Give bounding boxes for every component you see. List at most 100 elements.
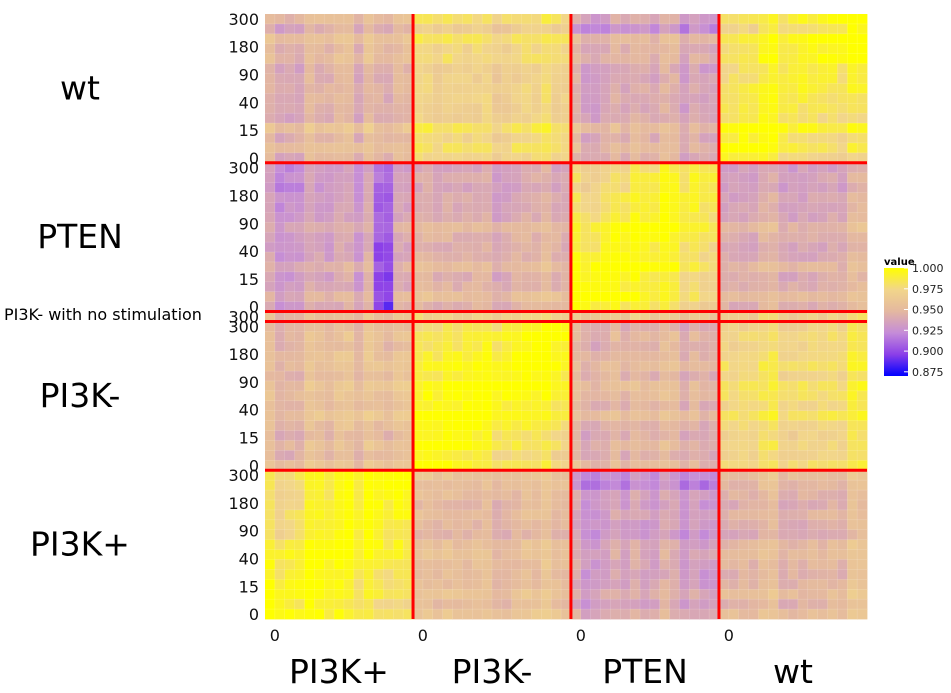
heatmap-cell <box>679 162 690 174</box>
heatmap-cell <box>304 480 315 491</box>
heatmap-cell <box>472 133 483 144</box>
heatmap-cell <box>324 202 335 213</box>
heatmap-cell <box>442 232 453 243</box>
heatmap-cell <box>768 63 779 74</box>
heatmap-cell <box>422 142 434 154</box>
heatmap-cell <box>413 410 424 422</box>
heatmap-cell <box>343 291 355 303</box>
heatmap-cell <box>442 549 453 560</box>
heatmap-cell <box>501 43 513 55</box>
heatmap-cell <box>373 371 384 382</box>
heatmap-cell <box>343 390 355 402</box>
heatmap-cell <box>768 331 779 342</box>
heatmap-cell <box>393 162 404 174</box>
heatmap-cell <box>718 212 730 223</box>
heatmap-cell <box>610 321 621 332</box>
heatmap-cell <box>659 23 671 35</box>
heatmap-cell <box>689 410 700 422</box>
heatmap-cell <box>393 311 404 322</box>
heatmap-cell <box>284 480 296 491</box>
heatmap-cell <box>294 103 305 114</box>
heatmap-cell <box>521 430 532 441</box>
heatmap-cell <box>353 400 365 412</box>
heatmap-cell <box>324 460 335 471</box>
heatmap-cell <box>334 73 345 84</box>
heatmap-cell <box>610 192 621 203</box>
heatmap-cell <box>393 321 404 332</box>
heatmap-cell <box>452 390 463 402</box>
heatmap-cell <box>738 400 749 412</box>
heatmap-cell <box>511 113 522 124</box>
heatmap-cell <box>422 539 434 550</box>
heatmap-cell <box>847 539 858 550</box>
heatmap-cell <box>768 123 779 134</box>
heatmap-cell <box>274 113 286 124</box>
heatmap-cell <box>857 301 868 312</box>
heatmap-cell <box>353 470 365 481</box>
heatmap-cell <box>788 569 799 580</box>
heatmap-cell <box>699 390 710 402</box>
heatmap-cell <box>472 63 483 74</box>
heatmap-cell <box>294 539 305 550</box>
heatmap-cell <box>314 14 325 25</box>
heatmap-cell <box>817 123 828 134</box>
heatmap-cell <box>600 271 611 283</box>
heatmap-cell <box>403 43 414 55</box>
heatmap-cell <box>689 73 700 84</box>
heatmap-cell <box>314 43 325 55</box>
heatmap-cell <box>679 499 690 511</box>
heatmap-cell <box>482 559 493 570</box>
heatmap-cell <box>847 291 858 303</box>
heatmap-cell <box>304 33 315 45</box>
heatmap-cell <box>630 93 641 104</box>
heatmap-cell <box>659 609 671 620</box>
heatmap-cell <box>324 311 335 322</box>
heatmap-cell <box>728 311 740 322</box>
heatmap-cell <box>393 133 404 144</box>
heatmap-cell <box>728 192 740 203</box>
heatmap-cell <box>432 261 444 273</box>
heatmap-cell <box>807 113 819 124</box>
heatmap-cell <box>383 291 394 303</box>
heatmap-cell <box>324 331 335 342</box>
heatmap-cell <box>778 499 789 511</box>
heatmap-cell <box>847 73 858 84</box>
heatmap-cell <box>659 301 671 312</box>
heatmap-cell <box>413 271 424 283</box>
heatmap-cell <box>659 341 671 352</box>
heatmap-cell <box>334 23 345 35</box>
heatmap-cell <box>689 123 700 134</box>
heatmap-cell <box>689 113 700 124</box>
heatmap-cell <box>472 331 483 342</box>
heatmap-cell <box>837 509 848 521</box>
y-tick-label: 0 <box>249 298 259 317</box>
heatmap-cell <box>778 609 789 620</box>
heatmap-cell <box>324 103 335 114</box>
heatmap-cell <box>630 499 641 511</box>
heatmap-cell <box>797 470 809 481</box>
heatmap-cell <box>580 351 592 362</box>
heatmap-cell <box>649 331 661 342</box>
heatmap-cell <box>373 222 384 233</box>
heatmap-cell <box>343 579 355 590</box>
heatmap-cell <box>580 23 592 35</box>
heatmap-cell <box>817 539 828 550</box>
heatmap-cell <box>491 450 503 461</box>
heatmap-cell <box>738 291 749 303</box>
heatmap-cell <box>699 490 710 501</box>
heatmap-cell <box>758 509 769 521</box>
heatmap-cell <box>442 341 453 352</box>
heatmap-cell <box>788 599 799 610</box>
heatmap-cell <box>265 103 276 114</box>
heatmap-cell <box>847 212 858 223</box>
heatmap-cell <box>284 450 296 461</box>
heatmap-cell <box>630 440 641 451</box>
heatmap-cell <box>334 579 345 590</box>
heatmap-cell <box>837 440 848 451</box>
heatmap-cell <box>580 172 592 184</box>
heatmap-cell <box>541 291 552 303</box>
heatmap-cell <box>709 519 720 531</box>
heatmap-cell <box>847 321 858 332</box>
heatmap-cell <box>620 301 631 312</box>
heatmap-cell <box>413 242 424 253</box>
